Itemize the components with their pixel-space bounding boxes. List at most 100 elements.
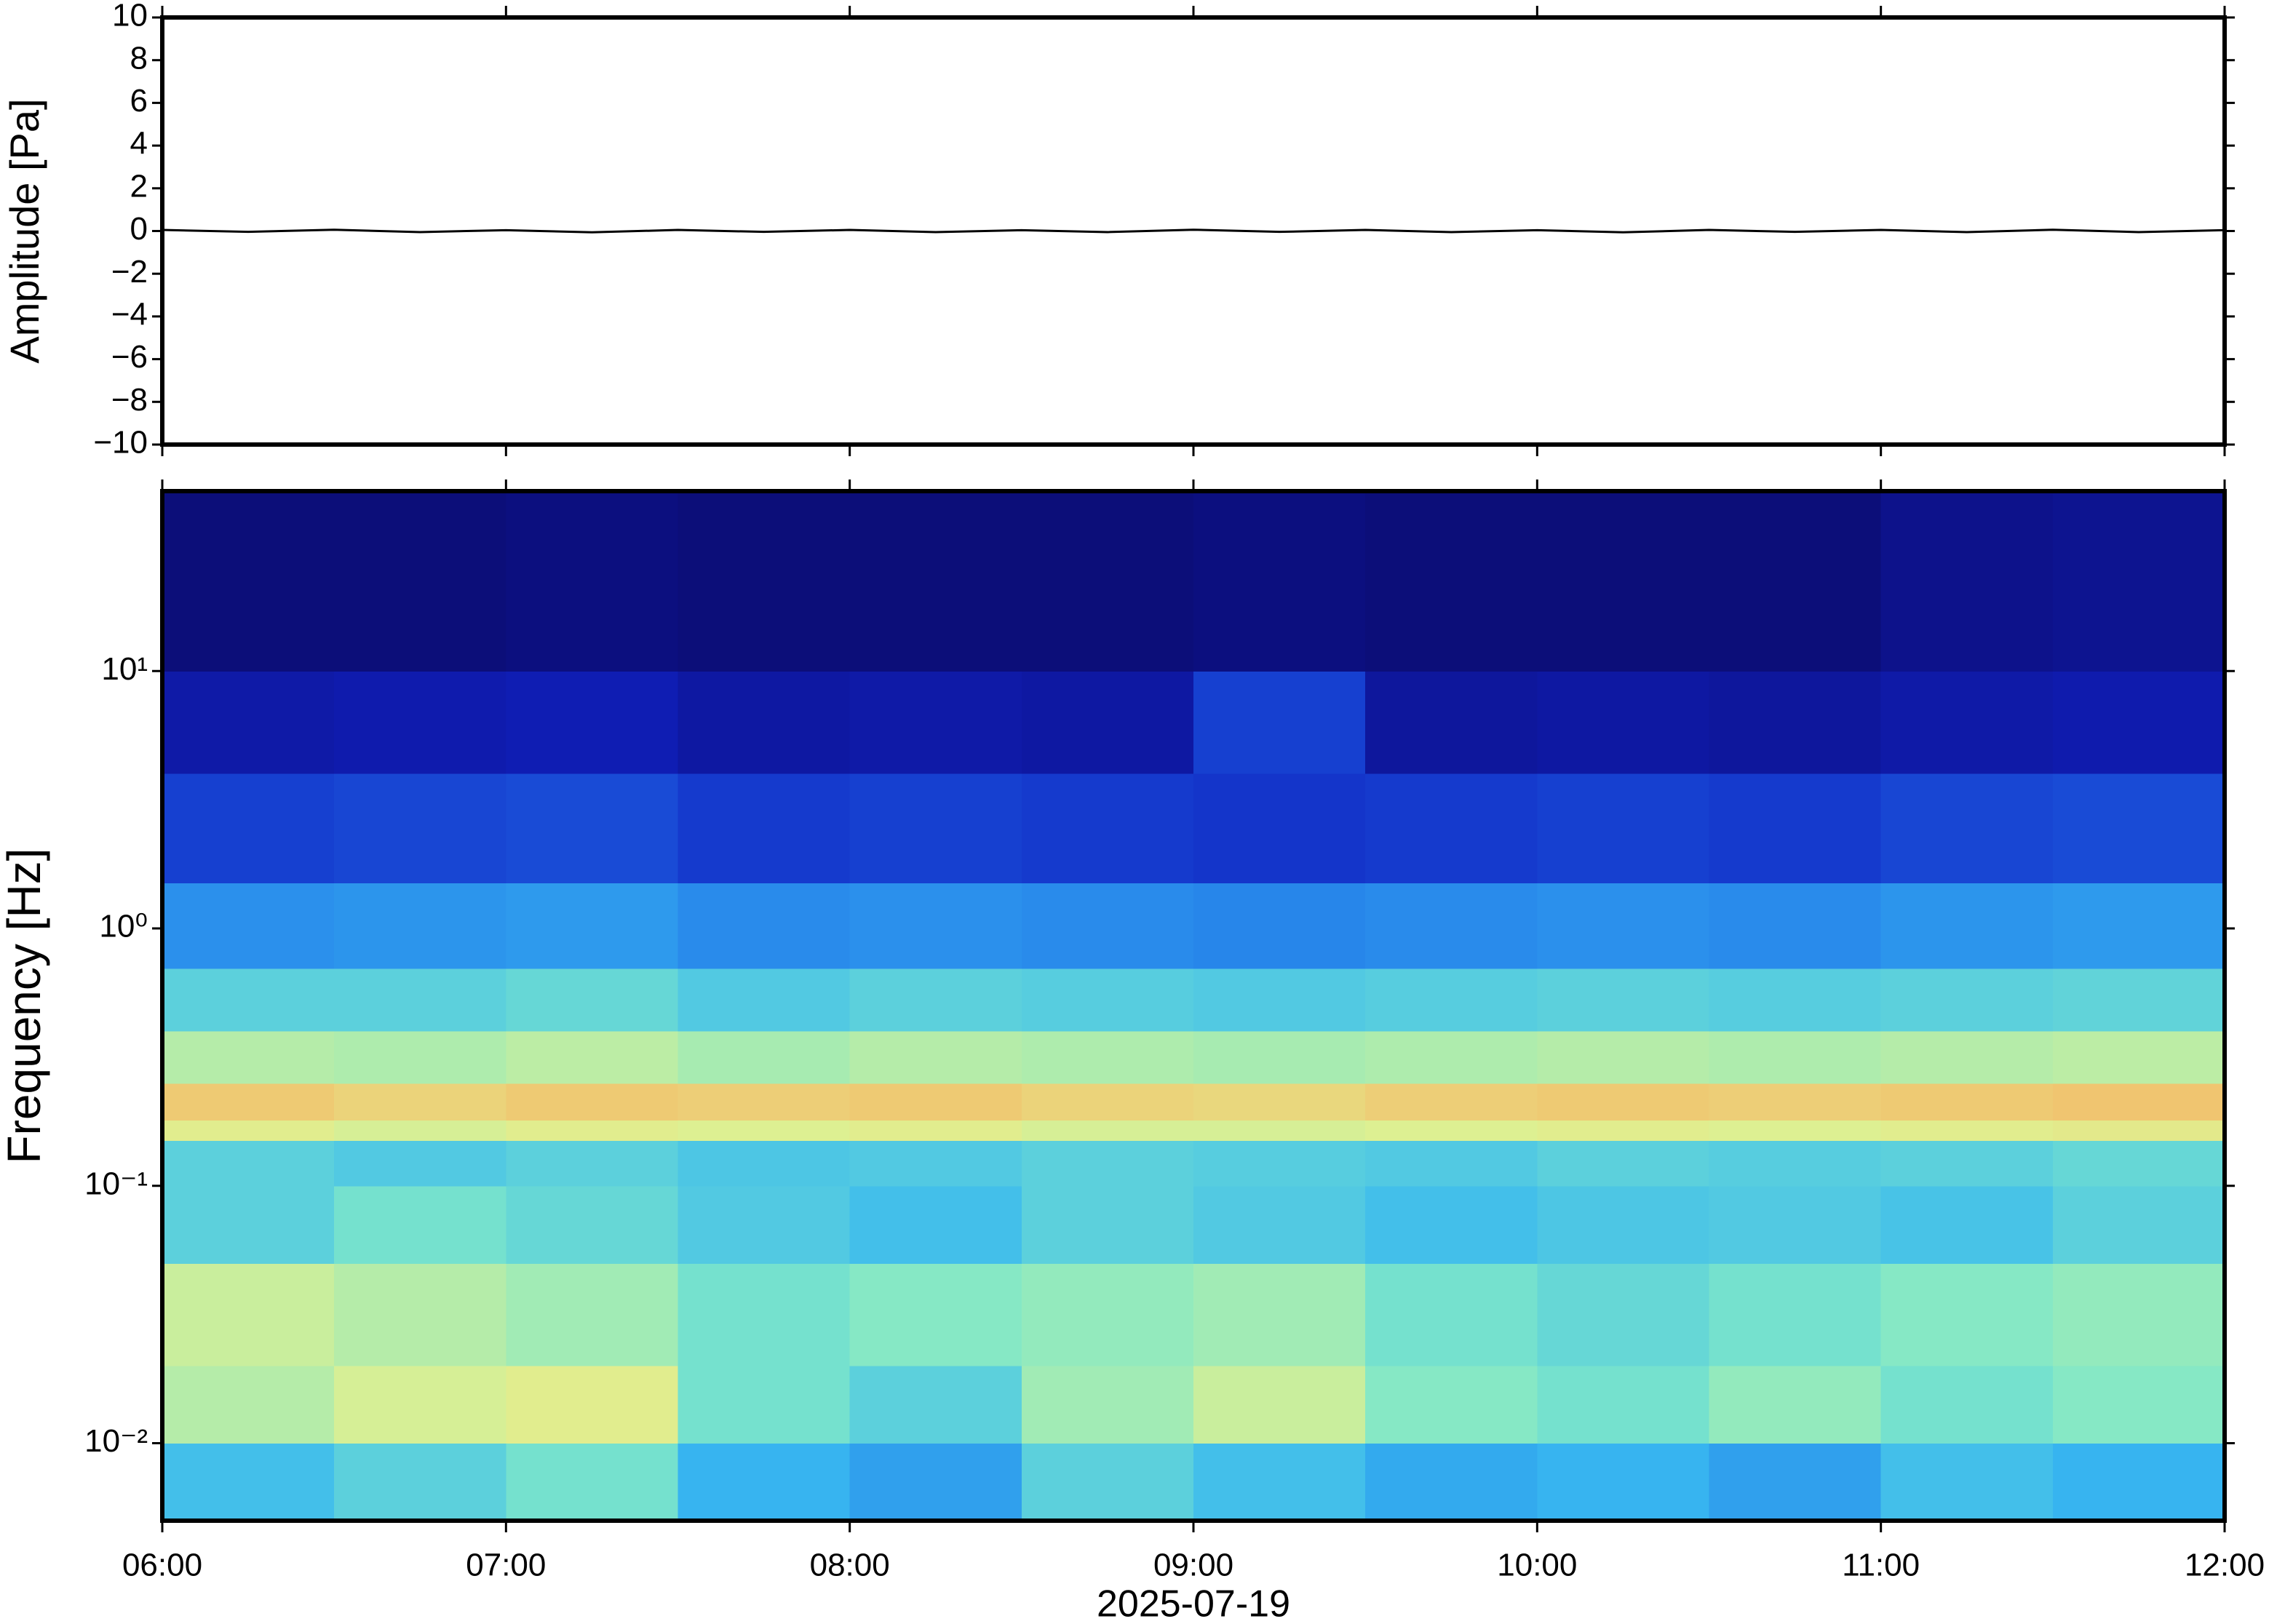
y-tick-label: −10: [93, 425, 148, 461]
spectrogram-cell: [2052, 883, 2225, 969]
spectrogram-cell: [1880, 1120, 2054, 1141]
spectrogram-cell: [1021, 1083, 1194, 1121]
spectrogram-cell: [2052, 1443, 2225, 1521]
x-tick-label: 10:00: [1497, 1548, 1577, 1583]
spectrogram-cell: [1537, 968, 1709, 1032]
spectrogram-cell: [2052, 1083, 2225, 1121]
spectrogram-cell: [2052, 491, 2225, 672]
spectrogram-cell: [1193, 883, 1366, 969]
x-axis-label: 2025-07-19: [1097, 1583, 1290, 1624]
spectrogram-cell: [677, 1443, 851, 1521]
spectrogram-cell: [2052, 1030, 2225, 1084]
spectrogram-cell: [1709, 1185, 1882, 1264]
spectrogram-cell: [849, 1443, 1022, 1521]
spectrogram-cell: [1365, 1263, 1538, 1366]
waveform: [162, 228, 2225, 234]
spectrogram-cell: [2052, 1366, 2225, 1444]
spectrogram-cell: [506, 491, 678, 672]
spectrogram-cell: [1880, 491, 2054, 672]
spectrogram-cell: [1193, 1083, 1366, 1121]
spectrogram-cell: [1537, 1120, 1709, 1141]
spectrogram-cell: [677, 491, 851, 672]
spectrogram-cell: [506, 1030, 678, 1084]
spectrogram-cell: [1880, 1030, 2054, 1084]
spectrogram-cell: [677, 1120, 851, 1141]
y-tick-label: 10⁻²: [84, 1423, 148, 1459]
spectrogram-cell: [1537, 1030, 1709, 1084]
spectrogram-cell: [677, 1083, 851, 1121]
spectrogram-cell: [1021, 1366, 1194, 1444]
spectrogram-cell: [162, 671, 335, 774]
spectrogram-cell: [1365, 671, 1538, 774]
spectrogram-cell: [2052, 1263, 2225, 1366]
spectrogram-cell: [506, 1120, 678, 1141]
spectrogram-cell: [506, 883, 678, 969]
x-tick-label: 06:00: [122, 1548, 202, 1583]
x-tick-label: 11:00: [1842, 1548, 1920, 1583]
spectrogram-cell: [1709, 883, 1882, 969]
spectrogram-cell: [1537, 1140, 1709, 1187]
spectrogram-cell: [1021, 1030, 1194, 1084]
spectrogram-cell: [506, 968, 678, 1032]
spectrogram-cell: [162, 968, 335, 1032]
spectrogram-cell: [162, 1083, 335, 1121]
spectrogram-cell: [162, 1185, 335, 1264]
spectrogram-cell: [677, 1366, 851, 1444]
spectrogram-cell: [1709, 1140, 1882, 1187]
spectrogram-cell: [1365, 1185, 1538, 1264]
y-axis-label: Frequency [Hz]: [0, 848, 50, 1164]
spectrogram-cell: [506, 1263, 678, 1366]
spectrogram-cell: [506, 1443, 678, 1521]
spectrogram-cell: [1365, 1030, 1538, 1084]
spectrogram-cell: [1537, 1443, 1709, 1521]
y-axis-label: Amplitude [Pa]: [1, 98, 47, 363]
spectrogram-cell: [677, 968, 851, 1032]
spectrogram-cell: [849, 671, 1022, 774]
spectrogram-cell: [1537, 671, 1709, 774]
spectrogram-cell: [1021, 671, 1194, 774]
y-tick-label: 8: [130, 40, 148, 76]
y-tick-label: 6: [130, 83, 148, 119]
y-tick-label: 10⁻¹: [84, 1166, 148, 1201]
spectrogram-cell: [849, 1263, 1022, 1366]
spectrogram-cell: [334, 1083, 506, 1121]
spectrogram-cell: [677, 1185, 851, 1264]
spectrogram-cell: [1365, 1443, 1538, 1521]
spectrogram-cell: [2052, 968, 2225, 1032]
spectrogram-cell: [1709, 1120, 1882, 1141]
y-tick-label: 10: [112, 0, 148, 33]
spectrogram-cell: [849, 1140, 1022, 1187]
spectrogram-cell: [677, 671, 851, 774]
spectrogram-cell: [1021, 1140, 1194, 1187]
spectrogram-cell: [1880, 1140, 2054, 1187]
spectrogram-cell: [1365, 773, 1538, 884]
spectrogram-cell: [1021, 491, 1194, 672]
spectrogram-cell: [1365, 1366, 1538, 1444]
spectrogram-cell: [334, 883, 506, 969]
spectrogram-cell: [1709, 968, 1882, 1032]
spectrogram-cell: [506, 1140, 678, 1187]
spectrogram-cell: [849, 773, 1022, 884]
y-tick-label: 2: [130, 168, 148, 204]
spectrogram-cell: [162, 1443, 335, 1521]
spectrogram-cell: [849, 1366, 1022, 1444]
spectrogram-cell: [162, 1030, 335, 1084]
spectrogram-cell: [2052, 1185, 2225, 1264]
y-tick-label: −6: [111, 339, 148, 375]
spectrogram-cell: [1880, 1443, 2054, 1521]
spectrogram-cell: [1193, 1443, 1366, 1521]
spectrogram-cell: [2052, 1140, 2225, 1187]
spectrogram-cell: [849, 883, 1022, 969]
spectrogram-cell: [162, 883, 335, 969]
spectrogram-cell: [1021, 883, 1194, 969]
spectrogram-cell: [1365, 883, 1538, 969]
spectrogram-cell: [1537, 1185, 1709, 1264]
y-tick-label: −2: [111, 254, 148, 290]
spectrogram-cell: [1365, 1140, 1538, 1187]
spectrogram-cell: [1365, 1120, 1538, 1141]
spectrogram-cell: [1709, 491, 1882, 672]
spectrogram-cell: [1021, 968, 1194, 1032]
spectrogram-cell: [677, 1030, 851, 1084]
spectrogram-cell: [1537, 773, 1709, 884]
